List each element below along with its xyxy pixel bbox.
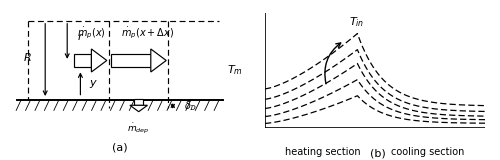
- Text: $r$: $r$: [77, 31, 84, 42]
- Text: heating section: heating section: [284, 147, 360, 157]
- Text: $T_m$: $T_m$: [227, 64, 243, 77]
- Polygon shape: [111, 54, 151, 67]
- Text: cooling section: cooling section: [391, 147, 464, 157]
- Text: $\dot{m}_p(x)$: $\dot{m}_p(x)$: [77, 26, 106, 41]
- Polygon shape: [151, 49, 166, 72]
- Text: (a): (a): [112, 142, 128, 152]
- Text: $y$: $y$: [89, 77, 98, 89]
- Text: $R$: $R$: [24, 51, 32, 63]
- Polygon shape: [74, 54, 92, 67]
- Polygon shape: [130, 105, 148, 112]
- Text: $T_{in}$: $T_{in}$: [348, 15, 364, 29]
- Text: $\dot{m}_p(x+\Delta x)$: $\dot{m}_p(x+\Delta x)$: [121, 26, 174, 41]
- Text: (b): (b): [370, 148, 386, 158]
- Polygon shape: [134, 99, 143, 105]
- Text: $\dot{m}_{dep}$: $\dot{m}_{dep}$: [128, 122, 150, 136]
- Polygon shape: [92, 49, 107, 72]
- Text: $\delta_{\mathcal{D}}$: $\delta_{\mathcal{D}}$: [184, 99, 197, 113]
